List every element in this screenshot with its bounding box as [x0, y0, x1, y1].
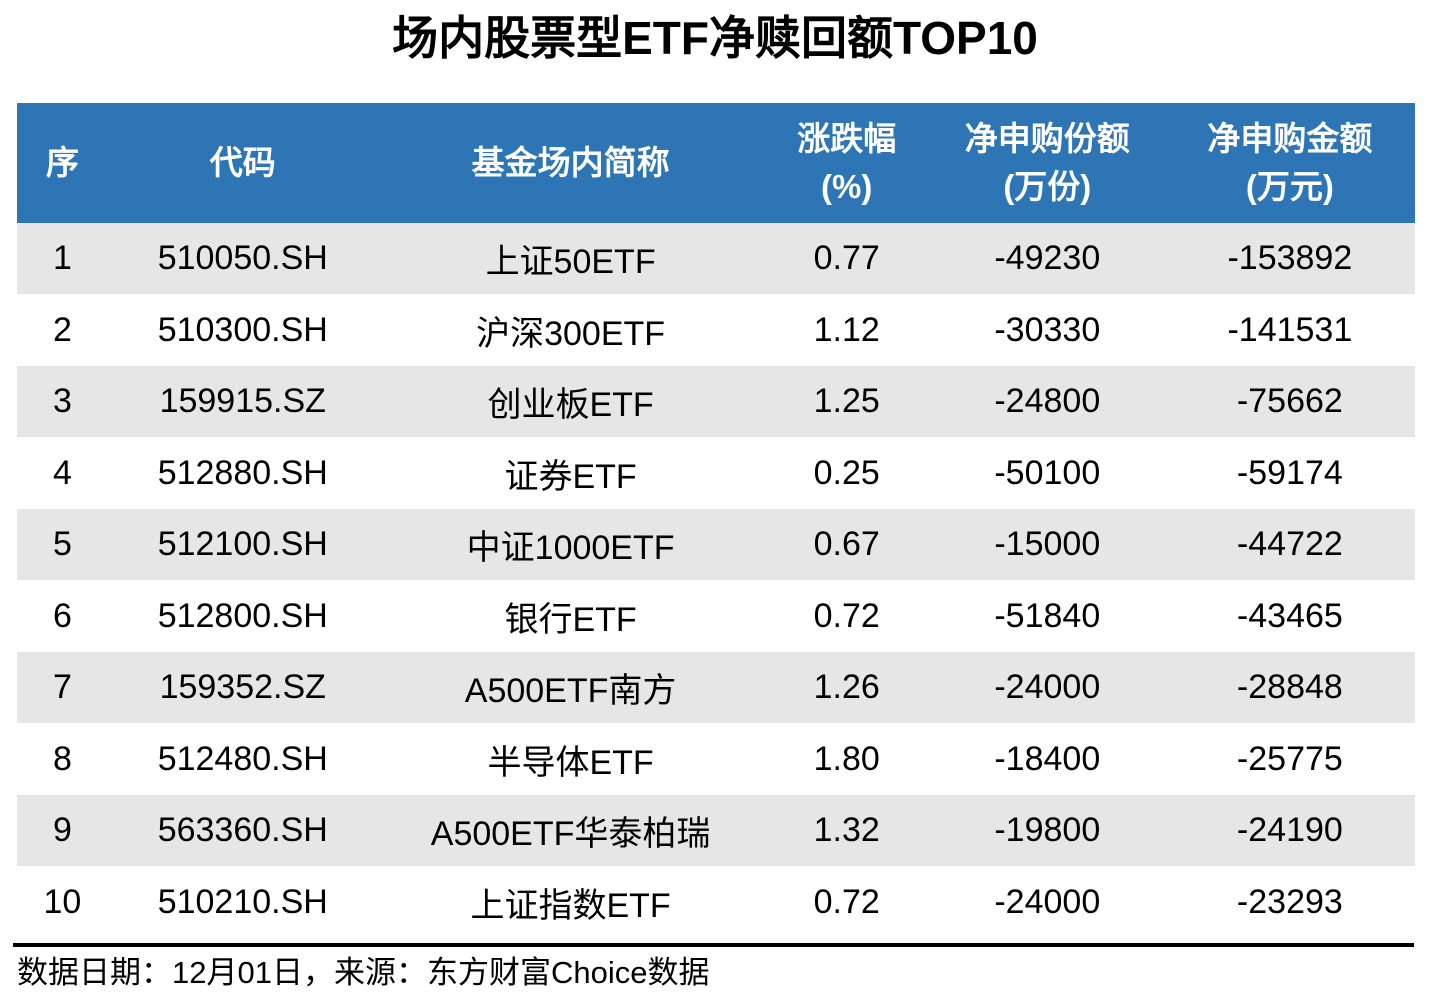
table-row: 2 510300.SH 沪深300ETF 1.12 -30330 -141531 — [17, 294, 1415, 366]
cell-change-pct: 1.25 — [813, 382, 880, 421]
cell-net-shares: -24000 — [994, 668, 1101, 707]
header-change-pct: 涨跌幅 (%) — [763, 102, 930, 223]
cell-code: 510300.SH — [157, 310, 328, 349]
table-row: 1 510050.SH 上证50ETF 0.77 -49230 -153892 — [17, 222, 1415, 295]
cell-net-amount: -24190 — [1236, 811, 1343, 850]
cell-fund-name: 半导体ETF — [487, 743, 654, 782]
cell-net-shares: -24800 — [994, 382, 1101, 421]
cell-net-shares: -19800 — [994, 811, 1101, 850]
cell-fund-name: 银行ETF — [504, 600, 637, 639]
cell-code: 159915.SZ — [159, 382, 326, 421]
cell-change-pct: 1.80 — [813, 739, 880, 778]
table-row: 7 159352.SZ A500ETF南方 1.26 -24000 -28848 — [17, 651, 1415, 724]
table-row: 3 159915.SZ 创业板ETF 1.25 -24800 -75662 — [17, 365, 1415, 438]
header-code: 代码 — [107, 102, 378, 223]
cell-fund-name: 沪深300ETF — [476, 314, 666, 353]
cell-net-amount: -141531 — [1227, 310, 1353, 349]
footer: 数据日期：12月01日，来源：东方财富Choice数据 — [13, 942, 1414, 991]
cell-fund-name: 中证1000ETF — [466, 529, 675, 568]
cell-code: 159352.SZ — [159, 668, 326, 707]
cell-net-amount: -153892 — [1227, 239, 1353, 278]
cell-change-pct: 0.67 — [813, 525, 880, 564]
cell-net-amount: -43465 — [1236, 596, 1343, 635]
cell-net-shares: -30330 — [994, 310, 1101, 349]
cell-seq: 4 — [52, 453, 72, 492]
cell-change-pct: 1.32 — [813, 811, 880, 850]
table-row: 10 510210.SH 上证指数ETF 0.72 -24000 -23293 — [17, 866, 1415, 938]
cell-net-shares: -51840 — [994, 596, 1101, 635]
cell-net-amount: -75662 — [1236, 382, 1343, 421]
cell-seq: 1 — [52, 239, 72, 278]
cell-seq: 10 — [43, 882, 82, 921]
cell-code: 512100.SH — [157, 525, 328, 564]
cell-fund-name: 证券ETF — [504, 457, 637, 496]
header-seq: 序 — [17, 102, 108, 223]
table-row: 6 512800.SH 银行ETF 0.72 -51840 -43465 — [17, 580, 1415, 652]
cell-change-pct: 0.25 — [813, 453, 880, 492]
cell-code: 512880.SH — [157, 453, 328, 492]
table-header-row: 序 代码 基金场内简称 涨跌幅 (%) 净申购份额 (万份) 净申购金额 (万 — [17, 102, 1415, 223]
cell-net-shares: -50100 — [994, 453, 1101, 492]
etf-redemption-table: 序 代码 基金场内简称 涨跌幅 (%) 净申购份额 (万份) 净申购金额 (万 — [17, 102, 1415, 938]
cell-code: 512480.SH — [157, 739, 328, 778]
cell-change-pct: 0.72 — [813, 596, 880, 635]
cell-net-amount: -25775 — [1236, 739, 1343, 778]
cell-seq: 6 — [52, 596, 72, 635]
cell-code: 512800.SH — [157, 596, 328, 635]
cell-change-pct: 0.72 — [813, 882, 880, 921]
cell-seq: 7 — [52, 668, 72, 707]
cell-seq: 3 — [52, 382, 72, 421]
cell-fund-name: A500ETF南方 — [464, 672, 677, 711]
cell-net-shares: -24000 — [994, 882, 1101, 921]
cell-net-amount: -44722 — [1236, 525, 1343, 564]
table-row: 9 563360.SH A500ETF华泰柏瑞 1.32 -19800 -241… — [17, 794, 1415, 867]
page-title: 场内股票型ETF净赎回额TOP10 — [392, 12, 1038, 64]
header-fund-name: 基金场内简称 — [377, 102, 764, 223]
cell-seq: 9 — [52, 811, 72, 850]
table-row: 5 512100.SH 中证1000ETF 0.67 -15000 -44722 — [17, 508, 1415, 581]
cell-change-pct: 0.77 — [813, 239, 880, 278]
cell-net-shares: -15000 — [994, 525, 1101, 564]
header-net-amount: 净申购金额 (万元) — [1164, 102, 1415, 223]
cell-fund-name: 创业板ETF — [487, 386, 654, 425]
cell-change-pct: 1.26 — [813, 668, 880, 707]
data-source-note: 数据日期：12月01日，来源：东方财富Choice数据 — [17, 954, 710, 990]
cell-net-amount: -59174 — [1236, 453, 1343, 492]
table-row: 8 512480.SH 半导体ETF 1.80 -18400 -25775 — [17, 723, 1415, 795]
header-net-shares: 净申购份额 (万份) — [929, 102, 1165, 223]
cell-code: 563360.SH — [157, 811, 328, 850]
cell-net-amount: -23293 — [1236, 882, 1343, 921]
cell-fund-name: 上证50ETF — [485, 243, 656, 282]
cell-net-shares: -18400 — [994, 739, 1101, 778]
cell-seq: 2 — [52, 310, 72, 349]
cell-code: 510050.SH — [157, 239, 328, 278]
table-row: 4 512880.SH 证券ETF 0.25 -50100 -59174 — [17, 437, 1415, 509]
cell-fund-name: A500ETF华泰柏瑞 — [430, 815, 711, 854]
cell-code: 510210.SH — [157, 882, 328, 921]
cell-seq: 5 — [52, 525, 72, 564]
cell-net-shares: -49230 — [994, 239, 1101, 278]
cell-change-pct: 1.12 — [813, 310, 880, 349]
cell-net-amount: -28848 — [1236, 668, 1343, 707]
cell-fund-name: 上证指数ETF — [470, 886, 671, 925]
cell-seq: 8 — [52, 739, 72, 778]
